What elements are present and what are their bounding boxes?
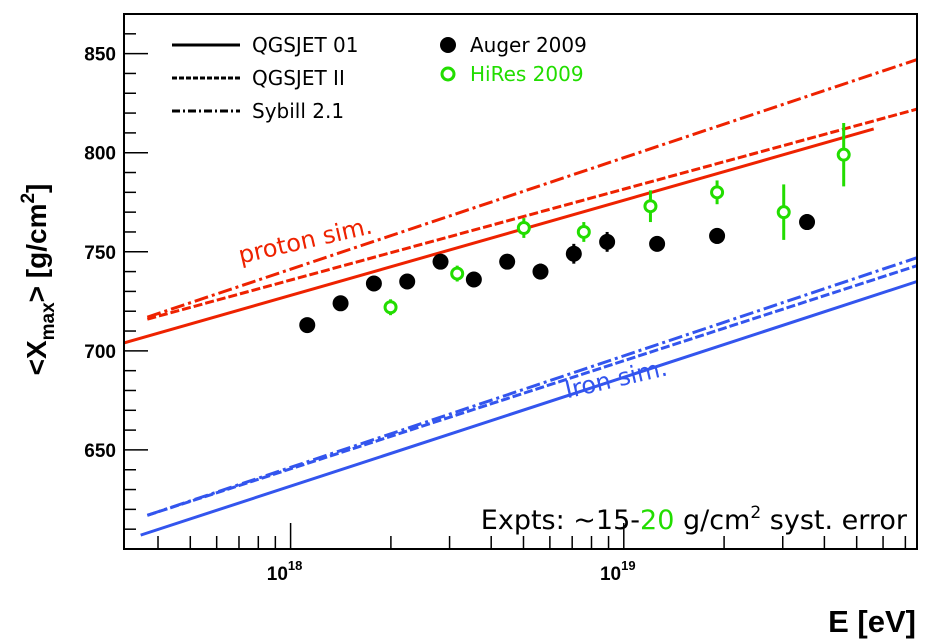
hires-point: [516, 221, 531, 235]
auger-point: [599, 233, 616, 250]
auger-point: [709, 227, 726, 244]
auger-point: [499, 253, 516, 270]
y-tick-label: 800: [84, 144, 116, 165]
model-lines: [123, 58, 918, 537]
x-tick-label: 1018: [267, 558, 303, 585]
model-line-proton-dashed: [146, 107, 918, 321]
iron-sim-label: Iron sim.: [562, 354, 670, 405]
x-axis-title: E [eV]: [828, 604, 916, 639]
hires-point: [643, 199, 658, 214]
legend-marker-auger: [440, 37, 456, 53]
legend-label-hires: HiRes 2009: [470, 62, 584, 86]
x-tick-label: 1019: [600, 558, 636, 585]
hires-point: [776, 205, 791, 220]
hires-point: [836, 147, 851, 162]
plot-frame: [123, 13, 918, 550]
legend-label-auger: Auger 2009: [470, 33, 587, 57]
model-line-iron-dashdot: [146, 256, 918, 517]
auger-point: [565, 245, 582, 262]
auger-point: [399, 273, 416, 290]
hires-point: [450, 266, 465, 281]
y-tick-label: 850: [84, 45, 116, 66]
legend-label-qgsjet01: QGSJET 01: [252, 33, 359, 57]
auger-point: [649, 235, 666, 252]
legend-label-qgsjet2: QGSJET II: [252, 66, 345, 90]
auger-point: [299, 317, 316, 334]
auger-point: [332, 295, 349, 312]
auger-point: [532, 263, 549, 280]
auger-point: [432, 253, 449, 270]
y-axis-title: <Xmax> [g/cm2]: [18, 184, 59, 376]
legend-marker-hires: [440, 66, 456, 82]
legend: QGSJET 01 QGSJET II Sybill 2.1 Auger 200…: [172, 33, 587, 123]
legend-label-sybill: Sybill 2.1: [252, 99, 344, 123]
auger-point: [465, 271, 482, 288]
y-tick-label: 650: [84, 441, 116, 462]
y-tick-label: 700: [84, 342, 116, 363]
model-line-iron-solid: [140, 280, 918, 537]
auger-point: [799, 214, 816, 231]
proton-sim-label: proton sim.: [236, 212, 375, 270]
axis-ticks: 650 700 750 800 850 1018 1019: [84, 33, 907, 585]
hires-point: [576, 224, 591, 239]
hires-point: [710, 185, 725, 200]
model-line-proton-solid: [123, 127, 875, 345]
auger-point: [365, 275, 382, 292]
hires-point: [383, 300, 398, 315]
y-tick-label: 750: [84, 243, 116, 264]
systematic-error-note: Expts: ~15-20 g/cm2 syst. error: [481, 503, 908, 536]
model-line-proton-dashdot: [146, 58, 918, 319]
data-points: [299, 122, 851, 334]
